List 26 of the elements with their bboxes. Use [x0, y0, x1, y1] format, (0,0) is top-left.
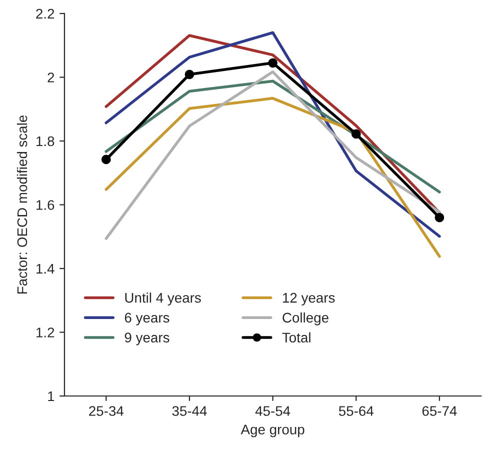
y-tick-label: 2.2: [36, 8, 54, 19]
y-tick-label: 2: [48, 72, 54, 82]
x-tick-label: 25-34: [89, 406, 124, 416]
legend-label: Until 4 years: [125, 292, 201, 306]
point: [268, 58, 278, 68]
legend-label: 9 years: [124, 332, 170, 346]
point: [434, 212, 444, 222]
legend-label: Total: [282, 332, 310, 343]
legend-label: 6 years: [124, 312, 170, 326]
point: [184, 70, 194, 80]
x-axis-title: Age group: [240, 424, 304, 438]
point: [351, 129, 361, 139]
x-tick-label: 45-54: [255, 406, 290, 416]
legend-label: 12 years: [283, 292, 335, 306]
y-tick-label: 1: [48, 391, 54, 402]
y-tick-label: 1.6: [36, 200, 54, 210]
y-tick-label: 1.4: [36, 264, 54, 274]
point: [101, 154, 111, 164]
y-axis-title: Factor: OECD modified scale: [16, 115, 28, 294]
legend-label: College: [282, 312, 328, 326]
x-tick-label: 55-64: [338, 406, 374, 416]
x-tick-label: 35-44: [172, 406, 207, 416]
line-series: [104, 96, 441, 258]
y-tick-label: 1.8: [36, 136, 54, 146]
x-tick-label: 65-74: [422, 406, 457, 416]
y-tick-label: 1.2: [36, 328, 54, 338]
